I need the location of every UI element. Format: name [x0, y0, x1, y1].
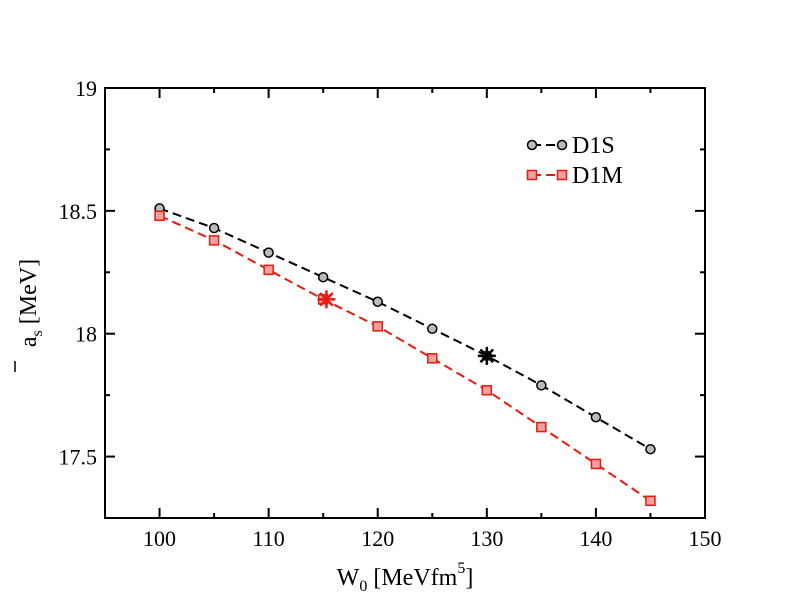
svg-text:as [MeV]: as [MeV] — [16, 259, 46, 347]
data-point — [263, 264, 274, 276]
data-point — [372, 321, 383, 332]
star-stroke — [479, 348, 495, 364]
data-point — [427, 323, 438, 335]
series-d1m — [154, 210, 656, 507]
data-point — [317, 271, 329, 283]
legend-marker — [526, 169, 538, 181]
series-d1s — [154, 203, 656, 455]
data-point — [154, 210, 165, 222]
axis-ticks — [105, 87, 706, 518]
y-tick-labels: 17.5 18 18.5 19 — [59, 76, 98, 470]
legend-label: D1S — [572, 133, 615, 159]
x-tick-label: 130 — [470, 526, 503, 551]
y-tick-label: 17.5 — [59, 445, 98, 470]
data-point — [645, 495, 656, 507]
data-point — [208, 222, 220, 234]
highlight-star — [477, 346, 496, 365]
data-point — [536, 380, 547, 391]
plot-frame — [104, 87, 706, 519]
x-tick-label: 150 — [689, 526, 722, 551]
x-tick-label: 100 — [143, 526, 176, 551]
data-point — [208, 235, 220, 246]
data-point — [372, 296, 383, 308]
x-tick-labels: 100 110 120 130 140 150 — [143, 526, 721, 551]
series-line — [159, 207, 652, 451]
x-tick-label: 120 — [361, 526, 394, 551]
y-tick-label: 18.5 — [59, 199, 98, 224]
y-axis-title: as [MeV] — [14, 259, 46, 372]
star-stroke — [319, 292, 334, 307]
x-tick-label: 110 — [253, 526, 285, 551]
legend-marker — [556, 139, 568, 151]
legend-marker — [526, 139, 538, 151]
series-line — [159, 214, 652, 502]
legend-item-d1m: D1M — [526, 163, 623, 189]
data-point — [590, 412, 602, 423]
x-axis-title: W0 [MeVfm5] — [337, 560, 474, 595]
x-tick-label: 140 — [579, 526, 612, 551]
series-layer — [154, 203, 656, 507]
legend-label: D1M — [572, 163, 623, 189]
data-point — [645, 443, 656, 455]
legend-marker — [556, 169, 568, 181]
data-point — [263, 247, 274, 258]
data-point — [590, 458, 602, 470]
y-tick-label: 19 — [75, 76, 97, 101]
legend-item-d1s: D1S — [526, 133, 615, 159]
data-point — [427, 353, 438, 364]
y-tick-label: 18 — [75, 322, 97, 347]
highlight-star — [317, 290, 336, 309]
data-point — [536, 421, 547, 433]
data-point — [481, 384, 493, 396]
